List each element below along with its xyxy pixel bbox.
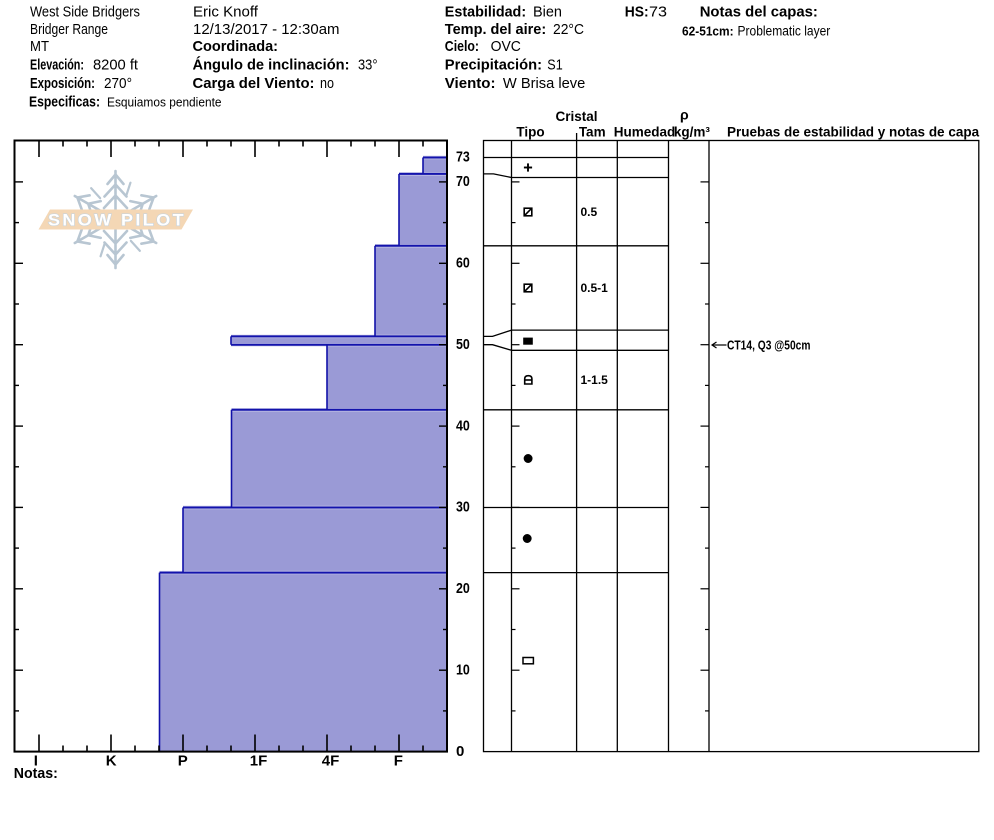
svg-text:40: 40 [456,417,470,434]
svg-text:Bien: Bien [533,4,562,21]
svg-text:HS:: HS: [625,4,649,21]
svg-text:12/13/2017 - 12:30am: 12/13/2017 - 12:30am [193,21,340,38]
svg-text:K: K [106,752,117,769]
svg-text:1-1.5: 1-1.5 [581,373,609,387]
svg-text:ρ: ρ [680,107,689,123]
svg-text:Esquiamos pendiente: Esquiamos pendiente [107,95,222,110]
svg-text:S1: S1 [547,57,562,74]
svg-text:33°: 33° [358,57,378,74]
svg-text:50: 50 [456,336,470,353]
svg-text:MT: MT [30,38,49,55]
svg-text:OVC: OVC [491,38,521,55]
svg-text:Carga del Viento:: Carga del Viento: [193,75,315,92]
svg-text:Cristal: Cristal [555,109,597,124]
svg-text:Notas:: Notas: [14,766,58,782]
svg-text:West Side Bridgers: West Side Bridgers [30,4,140,21]
svg-text:22°C: 22°C [553,21,584,38]
svg-text:Exposición:: Exposición: [30,75,95,92]
svg-text:4F: 4F [322,752,340,769]
svg-text:Tipo: Tipo [516,125,544,140]
svg-text:SNOW PILOT: SNOW PILOT [48,212,186,230]
svg-text:62-51cm:: 62-51cm: [682,24,734,39]
svg-text:Problematic layer: Problematic layer [738,24,831,39]
svg-text:Coordinada:: Coordinada: [193,38,279,55]
svg-text:I: I [34,752,38,769]
svg-text:Notas del capas:: Notas del capas: [700,4,818,21]
svg-text:0: 0 [456,743,464,760]
svg-text:Temp. del aire:: Temp. del aire: [445,21,546,38]
svg-text:0.5: 0.5 [581,205,598,219]
svg-text:Pruebas de estabilidad y notas: Pruebas de estabilidad y notas de capa [727,125,980,140]
svg-text:8200 ft: 8200 ft [93,57,139,74]
svg-text:kg/m³: kg/m³ [674,125,711,140]
svg-text:1F: 1F [250,752,268,769]
svg-text:0.5-1: 0.5-1 [581,281,609,295]
svg-text:73: 73 [649,4,667,21]
svg-text:Viento:: Viento: [445,75,496,92]
svg-text:270°: 270° [104,75,132,92]
svg-text:W Brisa leve: W Brisa leve [503,75,585,92]
svg-text:Humedad: Humedad [614,125,676,140]
svg-text:30: 30 [456,499,470,516]
svg-text:Ángulo de inclinación:: Ángulo de inclinación: [193,57,350,74]
svg-text:Elevación:: Elevación: [30,57,84,74]
svg-text:Bridger Range: Bridger Range [30,21,108,38]
svg-text:P: P [178,752,188,769]
svg-text:Estabilidad:: Estabilidad: [445,4,526,21]
svg-text:73: 73 [456,149,470,166]
svg-text:10: 10 [456,661,470,678]
svg-text:Cielo:: Cielo: [445,38,479,55]
svg-text:Especificas:: Especificas: [29,94,100,111]
svg-text:60: 60 [456,254,470,271]
svg-text:Precipitación:: Precipitación: [445,57,542,74]
svg-text:70: 70 [456,173,470,190]
svg-text:F: F [394,752,403,769]
svg-text:no: no [320,75,334,92]
svg-text:Eric Knoff: Eric Knoff [193,4,259,21]
svg-text:20: 20 [456,580,470,597]
svg-text:Tam: Tam [579,125,606,140]
svg-text:CT14, Q3 @50cm: CT14, Q3 @50cm [727,339,811,353]
